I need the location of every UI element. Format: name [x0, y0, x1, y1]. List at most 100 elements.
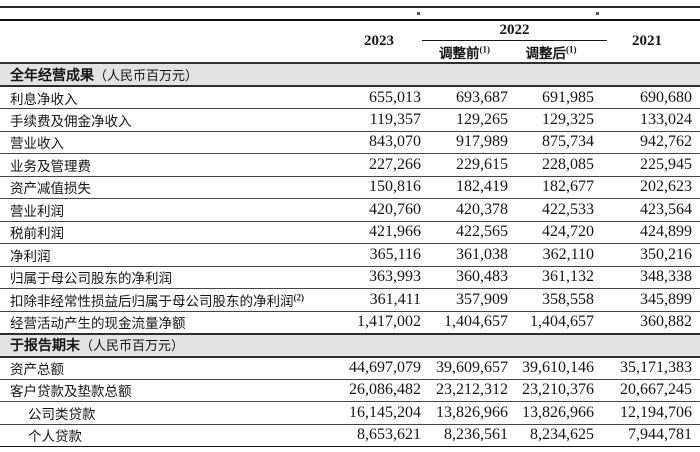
header-corner-blank	[0, 20, 337, 63]
section-header-row: 全年经营成果（人民币百万元）	[0, 62, 700, 87]
cell-value: 365,116	[337, 243, 421, 267]
row-label: 业务及管理费	[0, 153, 337, 177]
cell-value: 361,411	[337, 288, 421, 312]
cell-value: 227,266	[337, 153, 421, 177]
row-label: 净利润	[0, 243, 337, 267]
cell-value: 357,909	[421, 288, 508, 312]
cell-value: 350,216	[594, 243, 700, 267]
cell-value: 422,565	[421, 221, 508, 244]
row-label: 经营活动产生的现金流量净额	[0, 311, 337, 334]
row-label: 归属于母公司股东的净利润	[0, 266, 337, 289]
cell-value: 691,985	[508, 86, 594, 109]
cell-value: 358,558	[508, 288, 594, 312]
cell-value: 182,677	[508, 176, 594, 199]
cell-value: 362,110	[508, 243, 594, 267]
cell-value: 345,899	[594, 288, 700, 312]
cell-value: 225,945	[594, 153, 700, 177]
cell-value: 1,417,002	[337, 311, 421, 334]
table-row: 扣除非经常性损益后归属于母公司股东的净利润(2) 361,411 357,909 35…	[0, 288, 700, 312]
cell-value: 690,680	[594, 86, 700, 109]
cell-value: 39,609,657	[421, 356, 508, 380]
row-label: 营业收入	[0, 131, 337, 154]
table-row: 归属于母公司股东的净利润 363,993 360,483 361,132 348,338	[0, 266, 700, 289]
col-header-adjusted-after: 调整后(1)	[508, 41, 594, 63]
cell-value: 942,762	[594, 131, 700, 154]
table-row: 利息净收入 655,013 693,687 691,985 690,680	[0, 86, 700, 109]
cell-value: 875,734	[508, 131, 594, 154]
table-row: 客户贷款及垫款总额 26,086,482 23,212,312 23,210,376 2…	[0, 379, 700, 402]
col-header-2023: 2023	[364, 33, 394, 49]
col-header-2021: 2021	[632, 33, 662, 49]
header-row-subcolumns: 调整前(1) 调整后(1)	[0, 41, 700, 63]
cell-value: 23,212,312	[421, 379, 508, 402]
cell-value: 420,378	[421, 198, 508, 222]
cell-value: 35,171,383	[594, 356, 700, 380]
cell-value: 348,338	[594, 266, 700, 289]
cell-value: 20,667,245	[594, 379, 700, 402]
cell-value: 423,564	[594, 198, 700, 222]
row-label: 客户贷款及垫款总额	[0, 379, 337, 402]
row-label: 资产减值损失	[0, 176, 337, 199]
col-header-adjusted-before: 调整前(1)	[421, 41, 508, 63]
cell-value: 133,024	[594, 108, 700, 132]
cell-value: 202,623	[594, 176, 700, 199]
row-label: 手续费及佣金净收入	[0, 108, 337, 132]
row-label: 资产总额	[0, 356, 337, 380]
scan-artifact-dot	[596, 12, 599, 15]
col-group-2022-label: 2022	[422, 22, 607, 41]
top-rule	[0, 6, 700, 8]
financial-highlights-table: 2023 2022 2021 调整前(1) 调整后(1) 全年经营成果（人民币百…	[0, 19, 700, 447]
cell-value: 363,993	[337, 266, 421, 289]
footnote-marker-2: (2)	[293, 292, 305, 303]
cell-value: 917,989	[421, 131, 508, 154]
cell-value: 7,944,781	[594, 424, 700, 447]
cell-value: 39,610,146	[508, 356, 594, 380]
cell-value: 360,882	[594, 311, 700, 334]
table-header: 2023 2022 2021 调整前(1) 调整后(1)	[0, 20, 700, 63]
col-group-2022-text: 2022	[499, 22, 530, 38]
table-row: 经营活动产生的现金流量净额 1,417,002 1,404,657 1,404,657…	[0, 311, 700, 334]
cell-value: 422,533	[508, 198, 594, 222]
table-row: 个人贷款 8,653,621 8,236,561 8,234,625 7,944,781	[0, 424, 700, 447]
cell-value: 13,826,966	[421, 401, 508, 425]
cell-value: 12,194,706	[594, 401, 700, 425]
cell-value: 182,419	[421, 176, 508, 199]
table-row: 资产减值损失 150,816 182,419 182,677 202,623	[0, 176, 700, 199]
row-label: 利息净收入	[0, 86, 337, 109]
cell-value: 421,966	[337, 221, 421, 244]
section-title: 于报告期末	[10, 339, 80, 354]
cell-value: 119,357	[337, 108, 421, 132]
header-row-years: 2023 2022 2021	[0, 20, 700, 49]
table-row: 营业收入 843,070 917,989 875,734 942,762	[0, 131, 700, 154]
table-row: 手续费及佣金净收入 119,357 129,265 129,325 133,024	[0, 108, 700, 132]
row-label: 营业利润	[0, 198, 337, 222]
row-label: 公司类贷款	[0, 401, 337, 425]
col-header-adjusted-before-text: 调整前	[439, 45, 480, 61]
section-header-row: 于报告期末（人民币百万元）	[0, 332, 700, 358]
section-title: 全年经营成果	[10, 68, 94, 84]
cell-value: 693,687	[421, 86, 508, 109]
col-group-2022: 2022	[421, 20, 607, 41]
col-header-adjusted-after-text: 调整后	[525, 45, 567, 61]
cell-value: 13,826,966	[508, 401, 594, 425]
cell-value: 44,697,079	[337, 356, 421, 380]
cell-value: 1,404,657	[508, 311, 594, 334]
cell-value: 8,653,621	[337, 424, 421, 447]
footnote-marker-1: (1)	[566, 44, 577, 54]
cell-value: 26,086,482	[337, 379, 421, 402]
table-row: 净利润 365,116 361,038 362,110 350,216	[0, 243, 700, 267]
cell-value: 360,483	[421, 266, 508, 289]
table-row: 公司类贷款 16,145,204 13,826,966 13,826,966 12,19…	[0, 401, 700, 425]
cell-value: 229,615	[421, 153, 508, 177]
row-label: 个人贷款	[0, 424, 337, 447]
cell-value: 655,013	[337, 86, 421, 109]
cell-value: 420,760	[337, 198, 421, 222]
cell-value: 23,210,376	[508, 379, 594, 402]
table-row: 资产总额 44,697,079 39,609,657 39,610,146 35,171…	[0, 356, 700, 380]
row-label: 税前利润	[0, 221, 337, 244]
scan-artifact-dot	[417, 12, 420, 15]
table-row: 营业利润 420,760 420,378 422,533 423,564	[0, 198, 700, 222]
table-row: 业务及管理费 227,266 229,615 228,085 225,945	[0, 153, 700, 177]
cell-value: 8,236,561	[421, 424, 508, 447]
